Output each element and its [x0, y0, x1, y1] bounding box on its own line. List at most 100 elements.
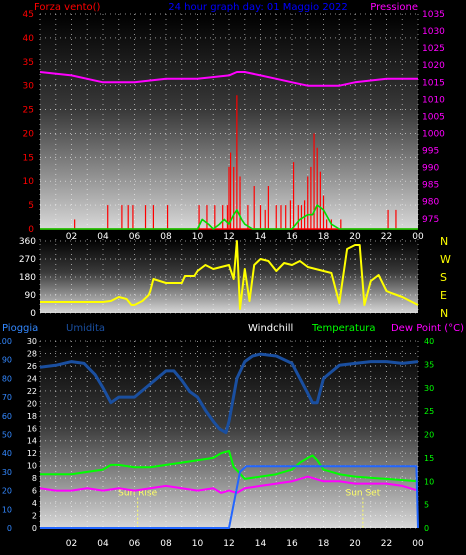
compass-label: N	[440, 307, 448, 320]
temperature-tick-label: 25	[424, 407, 434, 416]
temperature-axis-title: Temperatura	[311, 323, 376, 334]
wind-tick-label: 45	[23, 10, 34, 20]
humidity-tick-label: 0	[32, 524, 37, 533]
pressure-axis-title: Pressione	[370, 2, 418, 13]
wind-tick-label: 40	[23, 34, 35, 44]
humidity-tick-label: 8	[32, 474, 37, 483]
wind-direction-line	[40, 240, 419, 310]
temperature-tick-label: 20	[424, 431, 434, 440]
x-tick-label: 02	[66, 539, 77, 549]
compass-label: W	[440, 253, 451, 266]
wind-direction-series	[40, 240, 419, 310]
pressure-tick-label: 1015	[422, 78, 445, 88]
x-tick-label: 10	[192, 539, 204, 549]
rain-tick-label: 10	[2, 505, 12, 514]
sun-marker-label: Sun Set	[345, 488, 380, 498]
direction-tick-label: 90	[25, 291, 37, 301]
rain-tick-label: 70	[2, 393, 12, 402]
x-tick-label: 04	[97, 232, 109, 242]
rain-tick-label: 90	[2, 356, 12, 365]
temperature-tick-label: 10	[424, 477, 434, 486]
x-tick-label: 16	[286, 232, 298, 242]
x-tick-label: 06	[129, 232, 141, 242]
humidity-tick-label: 12	[27, 449, 37, 458]
pressure-tick-label: 995	[422, 147, 439, 157]
x-tick-label: 14	[255, 232, 267, 242]
wind-tick-label: 0	[28, 225, 34, 235]
humidity-tick-label: 20	[27, 399, 37, 408]
pressure-tick-label: 1025	[422, 44, 445, 54]
wind-tick-label: 20	[23, 129, 35, 139]
direction-tick-label: 270	[19, 255, 36, 265]
rain-tick-label: 50	[2, 431, 12, 440]
dewpoint-axis-title: Dew Point (°C)	[391, 323, 464, 334]
rain-tick-label: 100	[0, 337, 12, 346]
rain-axis-title: Pioggia	[2, 323, 38, 334]
x-tick-label: 08	[160, 539, 172, 549]
rain-tick-label: 20	[2, 487, 12, 496]
wind-direction-plot-area	[40, 239, 418, 313]
compass-label: S	[440, 271, 447, 284]
x-tick-label: 18	[318, 232, 330, 242]
x-tick-label: 22	[381, 539, 392, 549]
pressure-tick-label: 990	[422, 164, 439, 174]
pressure-tick-label: 1020	[422, 61, 445, 71]
temperature-tick-label: 15	[424, 454, 434, 463]
x-tick-label: 02	[66, 232, 77, 242]
compass-label: E	[440, 289, 447, 302]
temperature-tick-label: 35	[424, 360, 434, 369]
direction-tick-label: 360	[19, 237, 36, 247]
pressure-tick-label: 1035	[422, 10, 445, 20]
pressure-tick-label: 1010	[422, 95, 445, 105]
direction-tick-label: 0	[30, 309, 36, 319]
pressure-tick-label: 1000	[422, 129, 445, 139]
temperature-tick-label: 0	[424, 524, 429, 533]
humidity-axis-title: Umidita	[66, 323, 105, 334]
wind-pressure-axes: 0510152025303540459759809859909951000100…	[23, 10, 446, 242]
rain-tick-label: 0	[7, 524, 12, 533]
pressure-tick-label: 1030	[422, 27, 445, 37]
sun-marker-label: Sun Rise	[118, 488, 157, 498]
x-tick-label: 06	[129, 539, 141, 549]
x-tick-label: 18	[318, 539, 330, 549]
humidity-tick-label: 2	[32, 512, 37, 521]
x-tick-label: 04	[97, 539, 109, 549]
x-tick-label: 20	[349, 539, 361, 549]
x-tick-label: 16	[286, 539, 298, 549]
humidity-tick-label: 24	[27, 374, 37, 383]
x-tick-label: 20	[349, 232, 361, 242]
pressure-tick-label: 980	[422, 198, 439, 208]
pressure-tick-label: 985	[422, 181, 439, 191]
rain-tick-label: 60	[2, 412, 12, 421]
wind-tick-label: 10	[23, 177, 35, 187]
wind-pressure-panel: 0510152025303540459759809859909951000100…	[23, 2, 446, 242]
pressure-line	[39, 71, 418, 87]
x-tick-label: 12	[223, 232, 234, 242]
temperature-tick-label: 40	[424, 337, 434, 346]
direction-tick-label: 180	[19, 273, 36, 283]
rain-tick-label: 40	[2, 449, 12, 458]
humidity-tick-label: 22	[27, 387, 37, 396]
weather-series: Sun Rise Sun Set	[39, 352, 419, 529]
temperature-tick-label: 5	[424, 501, 429, 510]
x-tick-label: 12	[223, 539, 234, 549]
wind-tick-label: 35	[23, 58, 34, 68]
x-tick-label: 00	[412, 539, 424, 549]
wind-tick-label: 5	[28, 201, 34, 211]
rain-line	[40, 465, 419, 529]
humidity-tick-label: 26	[27, 362, 37, 371]
chart-title: 24 hour graph day: 01 Maggio 2022	[168, 2, 348, 13]
rain-tick-label: 80	[2, 374, 12, 383]
humidity-tick-label: 30	[27, 337, 37, 346]
pressure-tick-label: 975	[422, 215, 439, 225]
compass-label: N	[440, 235, 448, 248]
humidity-line	[39, 352, 419, 435]
temperature-line	[40, 449, 419, 483]
x-tick-label: 22	[381, 232, 392, 242]
x-tick-label: 10	[192, 232, 204, 242]
weather-plot-area	[40, 341, 418, 528]
x-tick-label: 08	[160, 232, 172, 242]
